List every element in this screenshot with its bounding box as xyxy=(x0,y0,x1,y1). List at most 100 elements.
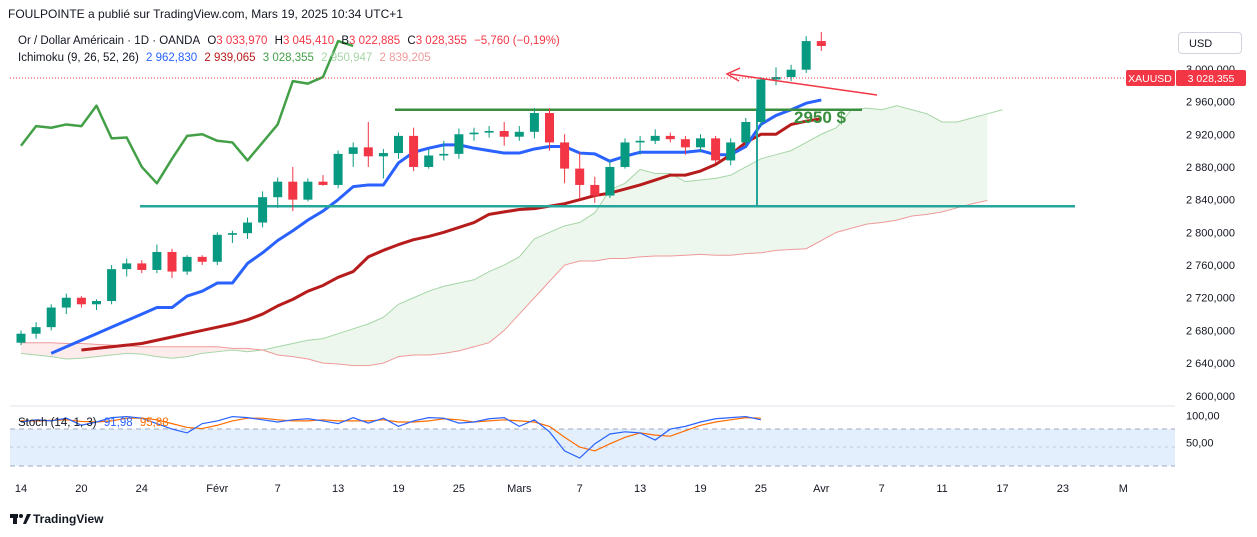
cloud-segment xyxy=(383,304,399,364)
candle-body xyxy=(756,79,766,122)
cloud-segment xyxy=(141,346,157,357)
price-tick-label: 2 920,000 xyxy=(1186,129,1235,141)
cloud-segment xyxy=(519,238,535,315)
cloud-segment xyxy=(36,342,52,357)
cloud-segment xyxy=(534,232,550,298)
cloud-segment xyxy=(911,109,927,216)
cloud-segment xyxy=(957,117,973,208)
cloud-segment xyxy=(806,134,822,249)
candle-body xyxy=(590,184,600,196)
cloud-segment xyxy=(549,225,565,282)
candle-body xyxy=(499,130,509,137)
price-tick-label: 2 720,000 xyxy=(1186,293,1235,305)
time-tick-label: 25 xyxy=(453,483,465,495)
candle-body xyxy=(378,153,388,157)
candle-body xyxy=(16,333,26,343)
annotation-2950-label: 2950 $ xyxy=(794,108,847,127)
price-tag-symbol: XAUUSD xyxy=(1128,73,1172,85)
price-tick-label: 2 960,000 xyxy=(1186,97,1235,109)
candle-body xyxy=(273,181,283,198)
ichimoku-legend[interactable]: Ichimoku (9, 26, 52, 26) 2 962,830 2 939… xyxy=(18,52,435,64)
candle-body xyxy=(575,168,585,185)
ohlc-open: O3 033,970 xyxy=(207,35,268,47)
ichimoku-lines xyxy=(20,39,822,355)
price-tick-label: 2 680,000 xyxy=(1186,325,1235,337)
candle-body xyxy=(363,147,373,157)
price-pane[interactable] xyxy=(10,28,1175,406)
stoch-d-value: 95,88 xyxy=(139,417,169,429)
time-tick-label: Févr xyxy=(206,483,228,495)
cloud-segment xyxy=(277,343,293,357)
time-tick-label: 19 xyxy=(694,483,706,495)
candle-body xyxy=(303,181,313,200)
candle-body xyxy=(801,41,811,70)
time-axis[interactable]: 14 20 24 Févr 7 13 19 25 Mars 7 13 19 25 Avr 7 11 17 23 M xyxy=(15,483,1128,495)
cloud-segment xyxy=(217,346,233,352)
time-tick-label: 13 xyxy=(634,483,646,495)
candle-body xyxy=(318,181,328,185)
cloud-segment xyxy=(942,122,958,212)
ohlc-close: C3 028,355 xyxy=(407,35,467,47)
time-tick-label: 25 xyxy=(755,483,767,495)
time-tick-label: 19 xyxy=(392,483,404,495)
candle-body xyxy=(197,256,207,262)
time-tick-label: Mars xyxy=(507,483,532,495)
kijun-line xyxy=(81,117,822,352)
ichimoku-chikou-value: 3 028,355 xyxy=(262,52,314,64)
time-tick-label: 7 xyxy=(577,483,583,495)
candle-body xyxy=(76,297,86,305)
candle-body xyxy=(711,138,721,161)
stoch-legend[interactable]: Stoch (14, 1, 3) 91,98 95,88 xyxy=(18,417,173,429)
stoch-label: Stoch (14, 1, 3) xyxy=(18,417,97,429)
cloud-segment xyxy=(262,346,278,355)
candle-body xyxy=(439,153,449,156)
cloud-segment xyxy=(625,169,641,259)
price-tick-label: 2 840,000 xyxy=(1186,195,1235,207)
published-header: FOULPOINTE a publié sur TradingView.com,… xyxy=(8,7,403,21)
candle-body xyxy=(665,135,675,140)
price-tick-label: 2 800,000 xyxy=(1186,227,1235,239)
candle-body xyxy=(635,140,645,143)
cloud-segment xyxy=(474,271,490,347)
cloud-segment xyxy=(458,279,474,351)
cloud-segment xyxy=(292,340,308,360)
cloud-segment xyxy=(413,291,429,355)
candle-body xyxy=(560,142,570,169)
candle-body xyxy=(545,113,554,143)
candle-body xyxy=(620,142,630,167)
cloud-segment xyxy=(353,323,369,366)
price-tick-label: 2 600,000 xyxy=(1186,391,1235,403)
candle-body xyxy=(212,234,222,262)
ichimoku-spanb-value: 2 839,205 xyxy=(379,52,431,64)
candle-body xyxy=(605,166,615,196)
candle-body xyxy=(243,222,252,234)
candle-body xyxy=(137,263,147,270)
candle-body xyxy=(348,147,358,154)
cloud-segment xyxy=(760,154,776,253)
cloud-segment xyxy=(791,142,807,250)
cloud-segment xyxy=(670,173,686,257)
price-tick-label: 2 760,000 xyxy=(1186,260,1235,272)
currency-button[interactable]: USD xyxy=(1178,32,1242,54)
cloud-segment xyxy=(972,113,988,204)
candle-body xyxy=(107,269,117,302)
time-tick-label: 17 xyxy=(996,483,1008,495)
stochastic-lines xyxy=(20,415,762,459)
price-levels xyxy=(140,108,1075,208)
candle-body xyxy=(741,122,751,143)
cloud-segment xyxy=(896,105,912,221)
symbol-legend[interactable]: Or / Dollar Américain · 1D · OANDA O3 03… xyxy=(18,35,564,47)
time-tick-label: 23 xyxy=(1057,483,1069,495)
time-tick-label: M xyxy=(1119,483,1128,495)
cloud-segment xyxy=(504,256,520,331)
price-tick-label: 2 640,000 xyxy=(1186,358,1235,370)
symbol-title: Or / Dollar Américain · 1D · OANDA xyxy=(18,35,201,47)
ichimoku-cloud xyxy=(20,105,1003,367)
candle-body xyxy=(529,113,539,132)
candle-body xyxy=(514,131,524,137)
cloud-segment xyxy=(776,150,792,251)
price-axis[interactable]: 2 600,000 2 640,000 2 680,000 2 720,000 2 76… xyxy=(1186,31,1235,450)
cloud-segment xyxy=(172,346,188,359)
tradingview-logo-icon xyxy=(10,514,31,524)
